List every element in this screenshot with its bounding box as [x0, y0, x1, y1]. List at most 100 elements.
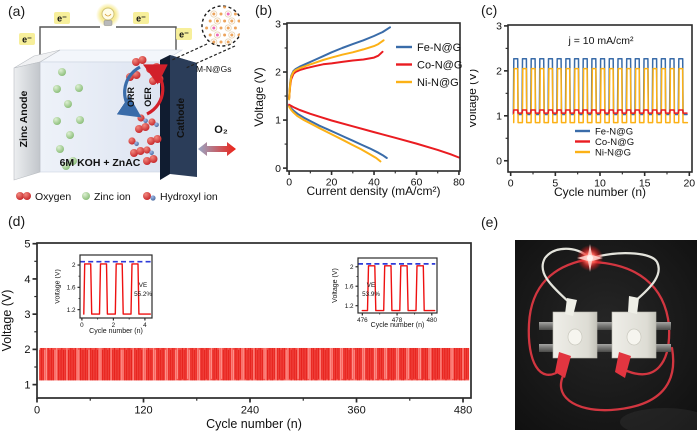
chart-d-series [39, 347, 470, 381]
oer-arrow [142, 64, 168, 116]
legend-entry: Fe-N@G [417, 42, 461, 54]
chart-c-axes: 0 5 10 15 20 0 1 2 3 Cycle number (n) Voltage (V) j… [470, 21, 695, 199]
panel-c-label: (c) [481, 2, 498, 18]
photo-background [515, 240, 697, 430]
svg-text:5: 5 [24, 239, 30, 251]
chart-b-axes: 0 20 40 60 80 0 1 2 3 Current density (mA/cm²) Vol… [252, 19, 465, 198]
legend-entry: Ni-N@G [595, 147, 631, 158]
svg-text:60: 60 [411, 177, 423, 189]
panel-a-label: (a) [8, 3, 26, 19]
hydroxyl-icon [143, 192, 151, 200]
svg-text:0: 0 [275, 163, 281, 175]
svg-text:2: 2 [350, 264, 354, 271]
anode-label: Zinc Anode [18, 90, 30, 147]
led-glow [577, 244, 603, 272]
hydroxyl-spheres [128, 114, 159, 156]
x-axis-label: Cycle number (n) [206, 417, 302, 431]
svg-text:0: 0 [80, 322, 84, 329]
svg-text:480: 480 [427, 317, 438, 324]
cell-rods [539, 322, 671, 352]
x-axis-label: Current density (mA/cm²) [306, 184, 440, 198]
svg-text:10: 10 [594, 178, 606, 190]
catalyst-label: M-N@Gs [196, 64, 232, 74]
o2-label: O₂ [214, 124, 228, 136]
cathode-label: Cathode [176, 98, 187, 138]
zinc-ion-icon [82, 192, 90, 200]
series-voltage-profile [83, 263, 152, 315]
zinc-ion-spheres [53, 68, 84, 170]
x-axis-label: Cycle number (n) [89, 328, 143, 335]
svg-text:2: 2 [496, 66, 502, 78]
chart-c: 0 5 10 15 20 0 1 2 3 Cycle number (n) Voltage (V) j… [470, 21, 695, 199]
svg-text:80: 80 [453, 177, 465, 189]
chart-c-legend: Fe-N@GCo-N@GNi-N@G [575, 126, 634, 158]
svg-text:0: 0 [496, 155, 502, 167]
svg-text:2: 2 [72, 262, 76, 269]
chart-b-series [288, 26, 460, 163]
series-Fe-N-G-discharge [288, 104, 388, 159]
oxygen-icon [23, 192, 31, 200]
svg-text:476: 476 [357, 317, 368, 324]
svg-text:3: 3 [275, 19, 281, 31]
svg-text:4: 4 [24, 274, 30, 286]
svg-text:5: 5 [552, 178, 558, 190]
panel-a-legend: Oxygen Zinc ion Hydroxyl ion [16, 191, 218, 203]
chart-c-series [512, 57, 689, 124]
svg-text:2: 2 [275, 67, 281, 79]
chart-annotation: 55.2% [134, 291, 152, 298]
x-axis-label: Cycle number (n) [554, 185, 646, 199]
panel-b-label: (b) [255, 2, 273, 18]
electron-label: e⁻ [22, 35, 32, 45]
series-Ni-N-G-charge [288, 39, 385, 101]
svg-text:1.2: 1.2 [345, 303, 354, 310]
electron-label: e⁻ [179, 30, 189, 40]
chart-d2-axes: 476 478 480 1.2 1.6 2 Cycle number (n) Voltage … [332, 257, 438, 329]
legend-hydroxyl-label: Hydroxyl ion [160, 191, 218, 203]
circuit-wire [39, 26, 177, 55]
svg-text:240: 240 [241, 405, 259, 417]
electron-label: e⁻ [57, 14, 67, 24]
panel-d-label: (d) [8, 213, 26, 229]
y-axis-label: Voltage (V) [470, 69, 479, 128]
svg-text:1.6: 1.6 [67, 285, 76, 292]
cell-knob [567, 328, 583, 346]
legend-entry: Co-N@G [417, 59, 462, 71]
y-axis-label: Voltage (V) [252, 67, 266, 126]
svg-text:1: 1 [496, 110, 502, 122]
electron-labels: e⁻ e⁻ e⁻ e⁻ [19, 12, 192, 45]
svg-text:1: 1 [275, 115, 281, 127]
chart-annotation: j = 10 mA/cm² [567, 35, 634, 47]
svg-text:2: 2 [24, 344, 30, 356]
anode-slab [13, 61, 41, 181]
legend-entry: Ni-N@G [417, 77, 459, 89]
svg-text:4: 4 [143, 322, 147, 329]
o2-arrow [198, 142, 236, 156]
series-Co-N-G [512, 109, 688, 114]
series-Co-N-G-charge [288, 50, 384, 100]
catalyst-zoom-circle [171, 5, 240, 69]
cell-knob [626, 328, 642, 346]
svg-text:15: 15 [639, 178, 651, 190]
series-voltage-profile [361, 265, 436, 312]
series-Ni-N-G [512, 67, 689, 124]
svg-text:478: 478 [392, 317, 403, 324]
chart-d2-series [358, 262, 436, 312]
x-axis-label: Cycle number (n) [371, 322, 425, 329]
cell-blocks [552, 311, 657, 359]
series-Co-N-G-discharge [288, 103, 460, 159]
light-bulb-icon [96, 3, 120, 27]
svg-text:3: 3 [24, 309, 30, 321]
panel-e-photo [515, 240, 697, 430]
orr-arrow [116, 65, 142, 118]
chart-b: 0 20 40 60 80 0 1 2 3 Current density (mA/cm²) Vol… [252, 19, 465, 198]
svg-text:1.6: 1.6 [345, 283, 354, 290]
photo-reflection [620, 408, 697, 430]
svg-text:1: 1 [24, 379, 30, 391]
chart-d1-series [80, 260, 152, 315]
y-axis-label: Voltage (V) [55, 269, 62, 304]
svg-text:0: 0 [286, 177, 292, 189]
